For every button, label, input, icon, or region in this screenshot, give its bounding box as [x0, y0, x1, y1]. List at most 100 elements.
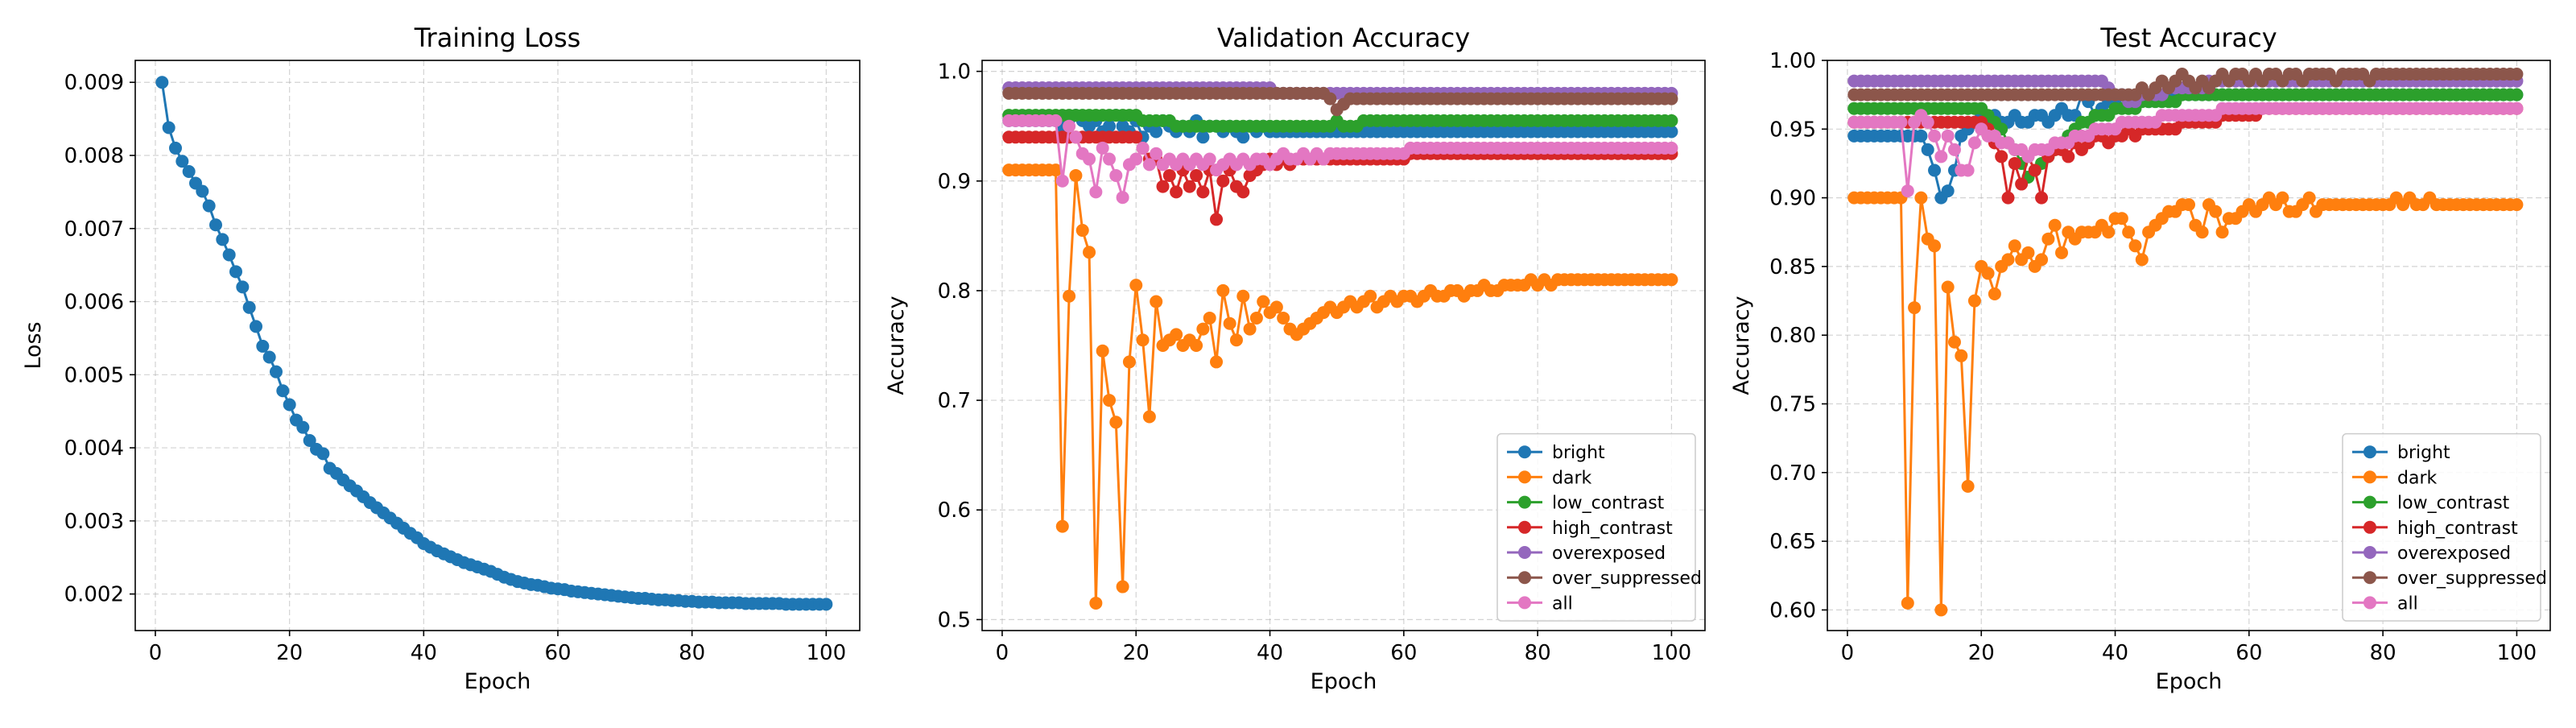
- x-tick-label: 80: [1525, 641, 1551, 665]
- data-point: [236, 280, 250, 294]
- data-point: [216, 233, 229, 246]
- legend-item-low_contrast: low_contrast: [1507, 494, 1665, 514]
- legend-label: high_contrast: [1552, 519, 1673, 539]
- series-dark: [1847, 191, 2524, 617]
- data-point: [169, 141, 182, 155]
- data-point: [1934, 150, 1948, 163]
- legend-item-bright: bright: [1507, 443, 1605, 463]
- x-axis-label: Epoch: [464, 669, 531, 694]
- legend-label: high_contrast: [2397, 519, 2518, 539]
- chart-panel-1: 0 20 40 60 80 100 0.002 0.003 0.004 0.005 0.006 0.0…: [21, 23, 861, 694]
- data-point: [196, 184, 209, 198]
- data-point: [1196, 130, 1210, 144]
- data-point: [1069, 168, 1083, 182]
- data-point: [1901, 596, 1914, 610]
- series-dark: [1002, 163, 1678, 610]
- y-tick-label: 1.0: [938, 60, 971, 85]
- data-point: [256, 339, 270, 353]
- data-point: [2021, 246, 2035, 259]
- data-point: [1961, 163, 1975, 177]
- data-point: [1183, 180, 1196, 193]
- data-point: [1914, 191, 1928, 205]
- y-tick-label: 0.002: [64, 583, 124, 607]
- data-point: [1156, 180, 1170, 193]
- data-point: [262, 350, 276, 364]
- data-point: [2209, 205, 2223, 218]
- legend-item-high_contrast: high_contrast: [1507, 519, 1673, 539]
- data-point: [1947, 143, 1961, 156]
- legend-box: [2342, 432, 2541, 622]
- data-point: [1170, 328, 1183, 341]
- legend-marker: [2363, 495, 2376, 509]
- data-point: [1955, 349, 1968, 362]
- data-point: [1277, 311, 1290, 325]
- legend-item-low_contrast: low_contrast: [2352, 494, 2510, 514]
- data-point: [1981, 267, 1995, 280]
- legend-marker: [2363, 596, 2376, 610]
- legend-marker: [2363, 520, 2376, 534]
- data-point: [2510, 101, 2524, 115]
- data-point: [1941, 280, 1955, 294]
- data-point: [2028, 163, 2041, 177]
- data-point: [1142, 158, 1156, 172]
- data-point: [1096, 141, 1109, 155]
- y-tick-label: 0.70: [1769, 461, 1816, 486]
- data-point: [1136, 141, 1150, 155]
- legend-marker: [1518, 495, 1531, 509]
- data-point: [1236, 289, 1250, 303]
- x-tick-label: 20: [276, 641, 303, 665]
- legend-marker: [1518, 571, 1531, 585]
- data-point: [1203, 152, 1216, 166]
- x-tick-label: 0: [149, 641, 163, 665]
- series-loss: [155, 76, 833, 611]
- data-point: [1116, 580, 1129, 594]
- data-point: [1102, 119, 1116, 133]
- axes-frame: [134, 60, 861, 631]
- data-point: [1665, 92, 1678, 105]
- legend-label: all: [1552, 594, 1573, 614]
- x-tick-label: 20: [1968, 641, 1995, 665]
- data-point: [1055, 519, 1069, 533]
- data-point: [2062, 150, 2075, 163]
- data-point: [1269, 300, 1283, 314]
- data-point: [1914, 129, 1928, 143]
- data-point: [2182, 198, 2195, 212]
- legend: bright dark low_contrast high_contrastovere…: [1496, 432, 1702, 622]
- data-point: [1049, 163, 1063, 177]
- legend-label: bright: [2397, 443, 2450, 463]
- legend-marker: [1518, 445, 1531, 459]
- data-point: [2215, 225, 2229, 239]
- legend-item-over_suppressed: over_suppressed: [1507, 569, 1702, 589]
- data-point: [1063, 289, 1076, 303]
- y-tick-label: 0.005: [64, 363, 124, 387]
- data-point: [2276, 191, 2289, 205]
- data-point: [276, 384, 290, 398]
- data-point: [1928, 129, 1942, 143]
- data-point: [1116, 191, 1129, 205]
- y-tick-label: 0.004: [64, 436, 124, 461]
- y-tick-label: 0.80: [1769, 324, 1816, 348]
- y-axis-label: Loss: [21, 321, 46, 369]
- legend-label: over_suppressed: [2397, 569, 2547, 589]
- data-point: [1055, 174, 1069, 188]
- data-point: [209, 218, 222, 232]
- legend-item-high_contrast: high_contrast: [2352, 519, 2518, 539]
- legend-item-dark: dark: [2352, 468, 2437, 488]
- y-tick-label: 0.85: [1769, 255, 1816, 279]
- y-tick-label: 0.75: [1769, 393, 1816, 417]
- x-tick-label: 80: [679, 641, 705, 665]
- y-tick-label: 0.90: [1769, 187, 1816, 211]
- y-tick-label: 0.009: [64, 71, 124, 95]
- data-point: [1236, 130, 1250, 144]
- x-tick-label: 60: [1390, 641, 1417, 665]
- y-axis-label: Accuracy: [1729, 296, 1754, 395]
- chart-title: Test Accuracy: [2099, 23, 2277, 53]
- data-point: [1665, 141, 1678, 155]
- data-point: [1075, 224, 1089, 238]
- data-point: [1049, 114, 1063, 127]
- x-tick-label: 40: [2102, 641, 2128, 665]
- legend-marker: [2363, 546, 2376, 559]
- data-point: [1236, 185, 1250, 199]
- x-tick-label: 100: [807, 641, 847, 665]
